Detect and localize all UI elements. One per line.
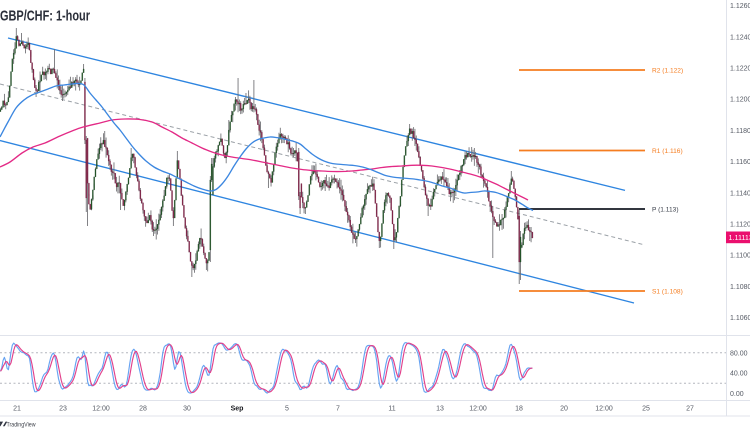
svg-text:30: 30 bbox=[183, 406, 191, 413]
svg-text:80.00: 80.00 bbox=[730, 351, 748, 358]
svg-text:23: 23 bbox=[59, 406, 67, 413]
svg-text:S1 (1.108): S1 (1.108) bbox=[652, 288, 683, 295]
svg-text:1.11200: 1.11200 bbox=[730, 222, 750, 229]
svg-text:P (1.113): P (1.113) bbox=[652, 206, 679, 213]
svg-text:1.11000: 1.11000 bbox=[730, 253, 750, 260]
svg-text:Sep: Sep bbox=[231, 406, 244, 413]
svg-text:12:00: 12:00 bbox=[469, 406, 487, 413]
svg-text:40.00: 40.00 bbox=[730, 371, 748, 378]
svg-text:GBP/CHF: 1-hour: GBP/CHF: 1-hour bbox=[0, 8, 90, 25]
svg-text:1.12000: 1.12000 bbox=[730, 97, 750, 104]
svg-text:R1 (1.116): R1 (1.116) bbox=[652, 148, 683, 155]
svg-text:1.11800: 1.11800 bbox=[730, 128, 750, 135]
svg-text:13: 13 bbox=[436, 406, 444, 413]
svg-text:21: 21 bbox=[13, 406, 21, 413]
svg-text:R2 (1.122): R2 (1.122) bbox=[652, 67, 683, 74]
svg-text:12:00: 12:00 bbox=[92, 406, 110, 413]
svg-text:1.10600: 1.10600 bbox=[730, 315, 750, 322]
svg-text:TradingView: TradingView bbox=[7, 421, 36, 428]
svg-text:20: 20 bbox=[560, 406, 568, 413]
svg-text:1.12200: 1.12200 bbox=[730, 66, 750, 73]
svg-text:1.12400: 1.12400 bbox=[730, 34, 750, 41]
svg-text:12:00: 12:00 bbox=[595, 406, 613, 413]
svg-text:1.11113: 1.11113 bbox=[729, 233, 750, 242]
svg-text:11: 11 bbox=[388, 406, 395, 413]
svg-text:5: 5 bbox=[285, 406, 289, 413]
svg-text:28: 28 bbox=[139, 406, 147, 413]
svg-text:1.12600: 1.12600 bbox=[730, 3, 750, 10]
svg-text:1.11400: 1.11400 bbox=[730, 190, 750, 197]
svg-text:18: 18 bbox=[515, 406, 523, 413]
svg-text:27: 27 bbox=[686, 406, 694, 413]
svg-text:1.10800: 1.10800 bbox=[730, 284, 750, 291]
svg-text:0.00: 0.00 bbox=[730, 391, 744, 398]
svg-text:1.11600: 1.11600 bbox=[730, 159, 750, 166]
svg-text:7: 7 bbox=[336, 406, 340, 413]
svg-text:25: 25 bbox=[642, 406, 650, 413]
